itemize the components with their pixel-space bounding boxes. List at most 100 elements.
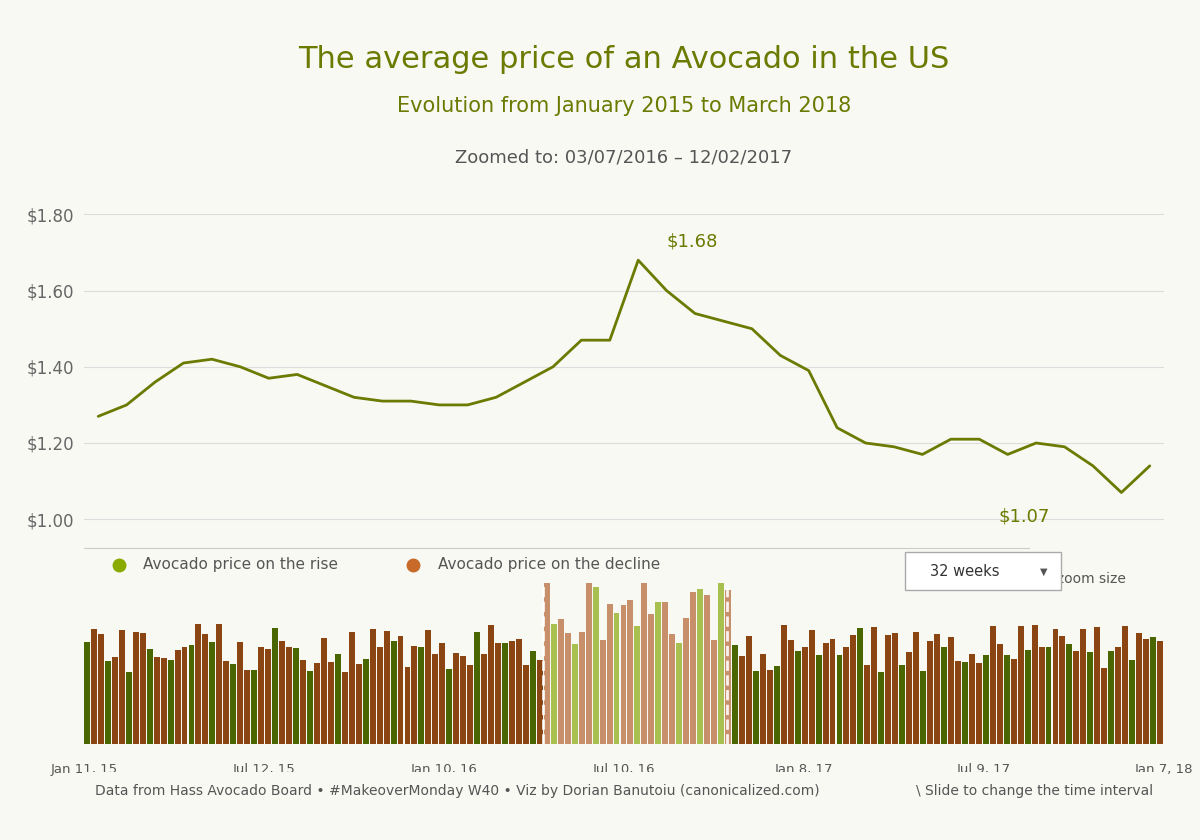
Bar [488, 625, 494, 744]
Bar [571, 644, 577, 744]
Bar [1150, 638, 1156, 744]
Bar [293, 648, 299, 744]
Bar [265, 649, 271, 744]
Bar [530, 650, 536, 744]
Bar [899, 665, 905, 744]
Bar [586, 583, 592, 744]
Bar [739, 656, 745, 744]
Bar [377, 647, 383, 744]
Bar [962, 662, 968, 744]
Bar [404, 668, 410, 744]
Bar [934, 633, 940, 744]
Text: Zoomed to: 03/07/2016 – 12/02/2017: Zoomed to: 03/07/2016 – 12/02/2017 [456, 149, 792, 166]
Bar [620, 605, 626, 744]
Bar [1038, 647, 1044, 744]
Bar [976, 663, 982, 744]
Bar [355, 664, 361, 744]
Bar [725, 590, 731, 744]
Bar [84, 642, 90, 744]
Bar [718, 583, 724, 744]
Bar [91, 628, 97, 744]
Bar [139, 633, 145, 744]
Bar [1087, 652, 1093, 744]
Text: $1.68: $1.68 [667, 233, 718, 250]
Bar [112, 658, 118, 744]
Bar [272, 627, 278, 744]
Bar [606, 604, 612, 744]
Bar [955, 661, 961, 744]
Bar [913, 633, 919, 744]
Bar [864, 664, 870, 744]
Bar [230, 664, 236, 744]
Bar [990, 626, 996, 744]
Bar [1115, 647, 1121, 744]
Bar [196, 624, 202, 744]
Bar [697, 589, 703, 744]
Bar [1067, 643, 1073, 744]
Bar [941, 647, 947, 744]
Bar [844, 647, 850, 744]
Bar [767, 670, 773, 744]
Bar [397, 636, 403, 744]
Bar [461, 656, 466, 744]
Bar [968, 654, 974, 744]
Bar [119, 630, 125, 744]
Bar [203, 633, 209, 744]
Bar [836, 654, 842, 744]
Bar [174, 650, 180, 744]
Bar [787, 640, 793, 744]
Bar [342, 672, 348, 744]
Bar [1074, 651, 1079, 744]
Bar [655, 602, 661, 744]
Bar [670, 634, 676, 744]
Bar [760, 654, 766, 744]
Bar [1003, 655, 1009, 744]
Text: Avocado price on the rise: Avocado price on the rise [144, 558, 338, 573]
Bar [335, 654, 341, 744]
Bar [893, 633, 898, 744]
Bar [600, 639, 606, 744]
Bar [523, 664, 529, 744]
Bar [851, 635, 857, 744]
Bar [104, 661, 110, 744]
Bar [822, 643, 828, 744]
Bar [746, 636, 752, 744]
Bar [578, 633, 584, 744]
Bar [146, 649, 152, 744]
Bar [1018, 626, 1024, 744]
Bar [1025, 650, 1031, 744]
Bar [677, 643, 682, 744]
Bar [794, 651, 800, 744]
Bar [802, 647, 808, 744]
Bar [98, 634, 104, 744]
Bar [1080, 629, 1086, 744]
Text: Jan 10, 16: Jan 10, 16 [410, 763, 478, 775]
Bar [1045, 647, 1051, 744]
Bar [210, 642, 215, 744]
Text: Evolution from January 2015 to March 2018: Evolution from January 2015 to March 201… [397, 96, 851, 116]
Bar [426, 630, 431, 744]
Bar [558, 619, 564, 744]
Bar [320, 638, 326, 744]
Text: Jan 11, 15: Jan 11, 15 [50, 763, 118, 775]
Bar [454, 654, 460, 744]
FancyBboxPatch shape [905, 553, 1062, 591]
Bar [613, 613, 619, 744]
Bar [565, 633, 571, 744]
Bar [223, 661, 229, 744]
Bar [419, 648, 425, 744]
Text: Jan 7, 18: Jan 7, 18 [1135, 763, 1193, 775]
Bar [502, 643, 508, 744]
Bar [300, 660, 306, 744]
Text: Jan 8, 17: Jan 8, 17 [775, 763, 833, 775]
Bar [816, 655, 822, 744]
Bar [809, 630, 815, 744]
Bar [474, 633, 480, 744]
Bar [829, 639, 835, 744]
Bar [168, 659, 174, 744]
Bar [593, 587, 599, 744]
Bar [481, 654, 487, 744]
Bar [690, 592, 696, 744]
Bar [370, 629, 376, 744]
Bar [544, 583, 550, 744]
